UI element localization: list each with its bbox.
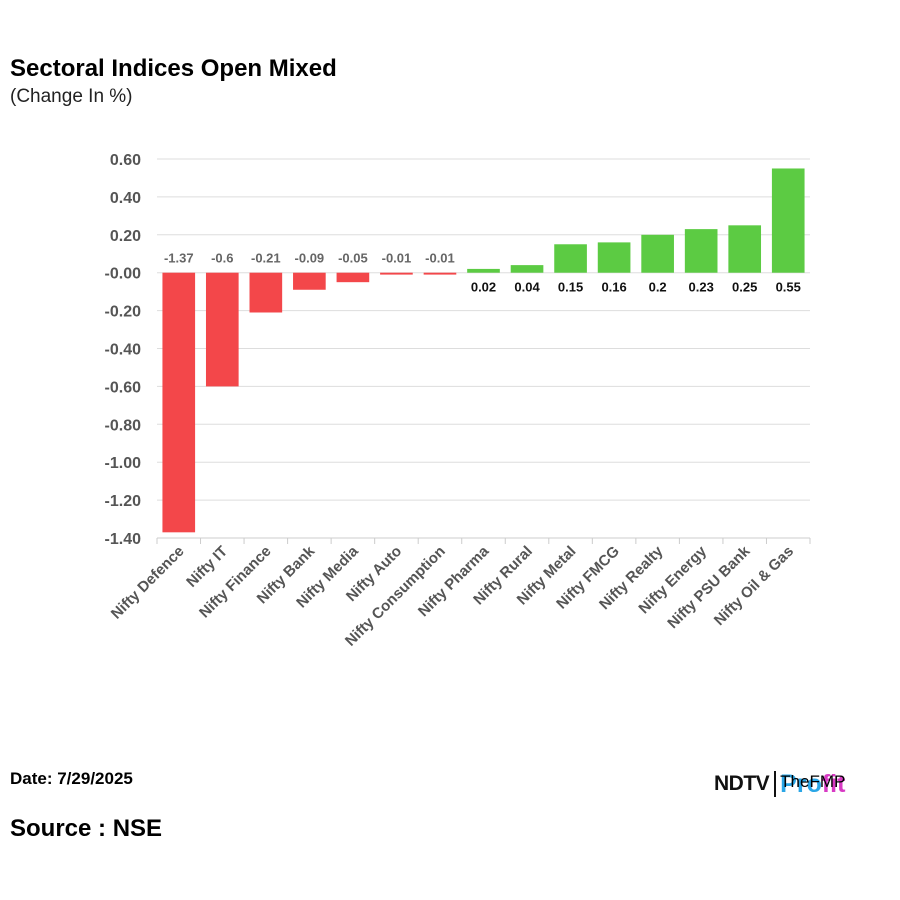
data-label: -1.37 — [164, 251, 194, 266]
data-label: -0.05 — [338, 251, 368, 266]
bar — [162, 272, 196, 533]
y-tick-label: -0.40 — [105, 342, 142, 359]
chart-title: Sectoral Indices Open Mixed — [10, 55, 337, 82]
logo-profit-part-b: fit — [821, 769, 846, 798]
bar — [249, 272, 283, 313]
x-tick-label: Nifty Oil & Gas — [711, 543, 797, 629]
bar — [293, 272, 326, 290]
y-tick-label: -1.40 — [105, 531, 142, 548]
y-tick-label: 0.20 — [110, 228, 141, 245]
bar — [423, 272, 457, 275]
data-label: -0.6 — [211, 251, 233, 266]
y-tick-label: 0.60 — [110, 152, 141, 169]
ndtv-profit-logo: NDTV Profit TheFMP — [714, 768, 845, 800]
bar — [641, 234, 674, 273]
data-label: 0.55 — [776, 280, 801, 295]
logo-divider — [774, 771, 777, 797]
logo-watermark: TheFMP — [780, 771, 846, 791]
data-label: 0.23 — [689, 280, 714, 295]
bar — [684, 229, 718, 273]
y-tick-label: -0.20 — [105, 304, 142, 321]
bar — [554, 244, 587, 273]
bar — [597, 242, 631, 273]
y-tick-label: 0.40 — [110, 190, 141, 207]
x-tick-label: Nifty Defence — [108, 543, 188, 623]
bar — [205, 272, 239, 387]
date-label: Date: 7/29/2025 — [10, 769, 133, 788]
data-label: -0.09 — [295, 251, 325, 266]
bar — [728, 225, 762, 273]
bar — [771, 168, 805, 273]
data-label: 0.15 — [558, 280, 583, 295]
data-label: -0.01 — [425, 251, 455, 266]
logo-profit: Profit TheFMP — [780, 770, 845, 799]
data-label: -0.21 — [251, 251, 281, 266]
bar — [467, 268, 500, 273]
source-label: Source : NSE — [10, 815, 163, 842]
y-tick-label: -1.20 — [105, 493, 142, 510]
bar — [510, 265, 544, 273]
data-label: -0.01 — [382, 251, 412, 266]
data-label: 0.16 — [601, 280, 626, 295]
y-tick-label: -0.00 — [105, 266, 142, 283]
logo-profit-part-a: Pro — [780, 769, 822, 798]
y-tick-label: -1.00 — [105, 455, 142, 472]
bar — [336, 272, 370, 283]
data-label: 0.04 — [514, 280, 540, 295]
data-label: 0.02 — [471, 280, 496, 295]
logo-ndtv-text: NDTV — [714, 772, 770, 795]
bar — [380, 272, 413, 275]
chart-subtitle: (Change In %) — [10, 86, 133, 107]
data-label: 0.25 — [732, 280, 757, 295]
y-tick-label: -0.60 — [105, 379, 142, 396]
data-label: 0.2 — [649, 280, 667, 295]
y-tick-label: -0.80 — [105, 417, 142, 434]
